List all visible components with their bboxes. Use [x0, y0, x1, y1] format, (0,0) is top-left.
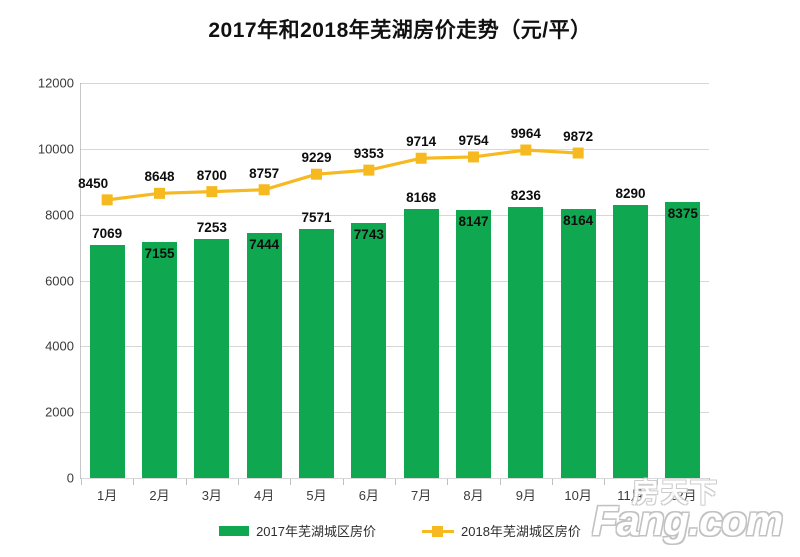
y-axis-tick-label: 12000 — [37, 75, 74, 91]
line-value-label: 8700 — [196, 167, 227, 183]
x-axis-tick-mark — [656, 479, 658, 485]
line-value-label: 9353 — [353, 146, 384, 162]
y-axis-tick-label: 4000 — [45, 338, 74, 354]
x-axis-tick-mark — [499, 479, 501, 485]
x-axis-tick-mark — [133, 479, 135, 485]
bar[interactable] — [142, 242, 177, 478]
bar[interactable] — [508, 206, 544, 478]
legend-label-2017: 2017年芜湖城区房价 — [256, 524, 376, 539]
legend-bar-swatch-icon — [219, 525, 250, 536]
x-axis-tick-label: 6月 — [358, 488, 379, 503]
bar-value-label: 8168 — [406, 190, 437, 206]
bar[interactable] — [456, 209, 491, 478]
x-axis-tick-label: 9月 — [515, 488, 536, 503]
x-axis-tick-mark — [709, 479, 710, 485]
x-axis-tick-label: 12月 — [669, 488, 697, 503]
gridline — [81, 346, 709, 348]
x-axis-tick-mark — [81, 479, 82, 485]
x-axis-tick-mark — [447, 479, 449, 485]
bar[interactable] — [560, 209, 596, 478]
bar-value-label: 8375 — [667, 206, 698, 222]
gridline — [81, 412, 709, 414]
y-axis-tick-group: 0 2000 4000 6000 8000 10000 12000 — [6, 0, 87, 557]
line-value-label: 8648 — [144, 169, 175, 185]
x-axis-tick-label: 4月 — [254, 488, 275, 503]
line-value-label: 9229 — [301, 150, 332, 166]
x-axis-tick-mark — [290, 479, 292, 485]
bar[interactable] — [246, 232, 282, 478]
legend-line-swatch-icon — [422, 525, 454, 537]
bar-value-label: 7253 — [196, 220, 227, 236]
bar-value-label: 7155 — [144, 246, 175, 262]
bar-value-label: 7571 — [301, 209, 332, 225]
x-axis-tick-mark — [395, 479, 396, 485]
bar-value-label: 8290 — [615, 186, 646, 202]
gridline — [81, 280, 709, 282]
gridline — [81, 214, 709, 216]
line-value-label: 8450 — [78, 175, 109, 191]
gridline — [81, 478, 709, 479]
line-value-label: 9714 — [406, 134, 437, 150]
bar-value-label: 8236 — [510, 187, 541, 203]
bar-value-label: 7069 — [92, 226, 123, 242]
y-axis-tick-label: 8000 — [45, 207, 74, 223]
legend-item-2017[interactable]: 2017年芜湖城区房价 — [219, 521, 376, 540]
chart-title: 2017年和2018年芜湖房价走势（元/平） — [208, 19, 592, 42]
bar-value-label: 8147 — [458, 213, 489, 229]
x-axis-tick-label: 11月 — [617, 488, 644, 503]
x-axis-tick-label: 7月 — [411, 488, 432, 503]
x-axis-tick-mark — [238, 479, 239, 485]
x-axis-tick-label: 3月 — [201, 488, 222, 503]
x-axis-tick-mark — [604, 479, 606, 485]
y-axis-tick-label: 0 — [66, 470, 74, 486]
gridline — [81, 83, 709, 84]
line-value-label: 9872 — [563, 129, 594, 145]
x-axis-tick-mark — [342, 479, 344, 485]
line-value-label: 9754 — [458, 132, 489, 148]
y-axis-tick-label: 6000 — [45, 273, 74, 288]
bar[interactable] — [613, 205, 648, 478]
bar[interactable] — [194, 239, 230, 478]
line-value-label: 9964 — [510, 126, 541, 142]
bar[interactable] — [299, 228, 334, 478]
bar[interactable] — [351, 223, 387, 478]
line-value-label: 8757 — [249, 165, 280, 181]
chart-legend: 2017年芜湖城区房价 2018年芜湖城区房价 — [0, 521, 800, 540]
bar-value-label: 7743 — [353, 227, 384, 243]
bar[interactable] — [403, 209, 439, 478]
x-axis-tick-label: 5月 — [306, 488, 327, 503]
bar[interactable] — [665, 202, 701, 478]
x-axis-tick-label: 8月 — [463, 488, 484, 503]
legend-label-2018: 2018年芜湖城区房价 — [461, 524, 581, 539]
bar-value-label: 7444 — [249, 236, 280, 252]
bar[interactable] — [89, 245, 125, 478]
legend-item-2018[interactable]: 2018年芜湖城区房价 — [422, 521, 581, 540]
x-axis-tick-label: 2月 — [149, 488, 170, 503]
x-axis-tick-label: 10月 — [564, 488, 592, 503]
y-axis-tick-label: 2000 — [45, 404, 74, 420]
bar-value-label: 8164 — [563, 213, 594, 229]
x-axis-tick-mark — [185, 479, 187, 485]
x-axis-tick-mark — [552, 479, 553, 485]
y-axis-tick-label: 10000 — [37, 141, 74, 157]
x-axis-tick-label: 1月 — [97, 488, 118, 503]
